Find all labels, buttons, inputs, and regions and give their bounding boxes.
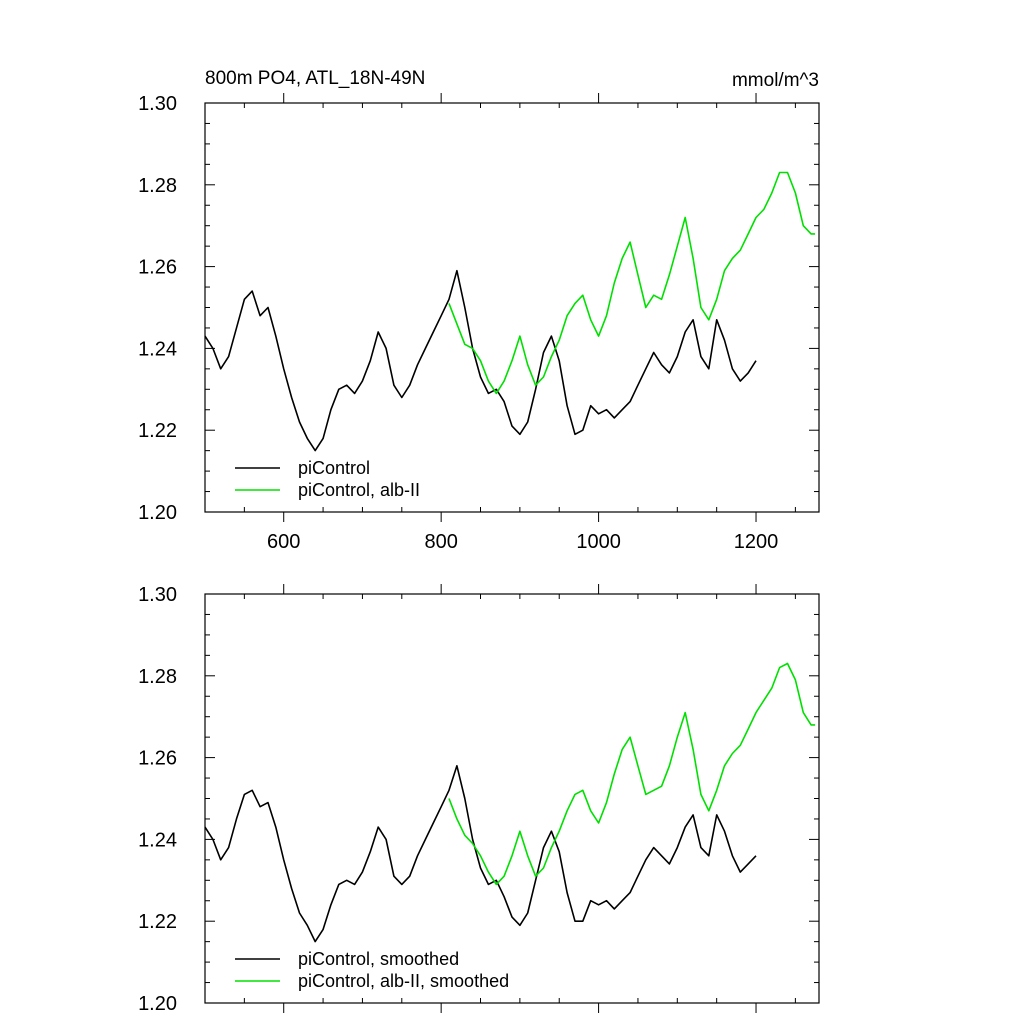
x-tick-label: 800 <box>424 531 457 553</box>
y-tick-label: 1.24 <box>138 338 177 360</box>
y-tick-label: 1.26 <box>138 748 177 770</box>
legend-label-picontrol: piControl <box>298 458 370 478</box>
x-tick-label: 600 <box>267 531 300 553</box>
x-tick-label: 1200 <box>734 531 779 553</box>
y-tick-label: 1.20 <box>138 993 177 1015</box>
panel-top: 800m PO4, ATL_18N-49N mmol/m^3 1.20 1.22… <box>138 68 820 553</box>
x-tick-label: 1000 <box>576 531 621 553</box>
units-label: mmol/m^3 <box>732 70 819 91</box>
y-tick-label: 1.30 <box>138 584 177 606</box>
y-tick-label: 1.28 <box>138 666 177 688</box>
series-line-picontrol <box>204 269 757 452</box>
legend: piControl piControl, alb-II <box>235 458 420 500</box>
y-tick-labels: 1.20 1.22 1.24 1.26 1.28 1.30 <box>138 584 177 1015</box>
axis-ticks <box>204 584 819 1013</box>
series-lines <box>204 662 816 943</box>
series-line-picontrol-smoothed <box>204 764 757 943</box>
y-tick-label: 1.26 <box>138 257 177 279</box>
plot-frame <box>204 593 820 1004</box>
legend-label-alb-ii-smoothed: piControl, alb-II, smoothed <box>298 971 509 991</box>
chart-title: 800m PO4, ATL_18N-49N <box>205 68 425 89</box>
y-tick-label: 1.24 <box>138 829 177 851</box>
x-tick-labels: 600 800 1000 1200 <box>267 531 778 553</box>
y-tick-label: 1.20 <box>138 502 177 524</box>
legend-label-alb-ii: piControl, alb-II <box>298 480 420 500</box>
y-tick-labels: 1.20 1.22 1.24 1.26 1.28 1.30 <box>138 93 177 524</box>
y-tick-label: 1.28 <box>138 175 177 197</box>
axis-ticks <box>204 93 819 522</box>
y-tick-label: 1.22 <box>138 420 177 442</box>
plot-frame <box>204 102 820 513</box>
series-lines <box>204 171 816 452</box>
y-tick-label: 1.22 <box>138 911 177 933</box>
panel-bottom: 1.20 1.22 1.24 1.26 1.28 1.30 piControl,… <box>138 584 820 1015</box>
y-tick-label: 1.30 <box>138 93 177 115</box>
series-line-picontrol-alb-ii-smoothed <box>448 662 816 886</box>
legend-label-picontrol-smoothed: piControl, smoothed <box>298 949 459 969</box>
legend: piControl, smoothed piControl, alb-II, s… <box>235 949 509 991</box>
series-line-picontrol-alb-ii <box>448 171 816 395</box>
